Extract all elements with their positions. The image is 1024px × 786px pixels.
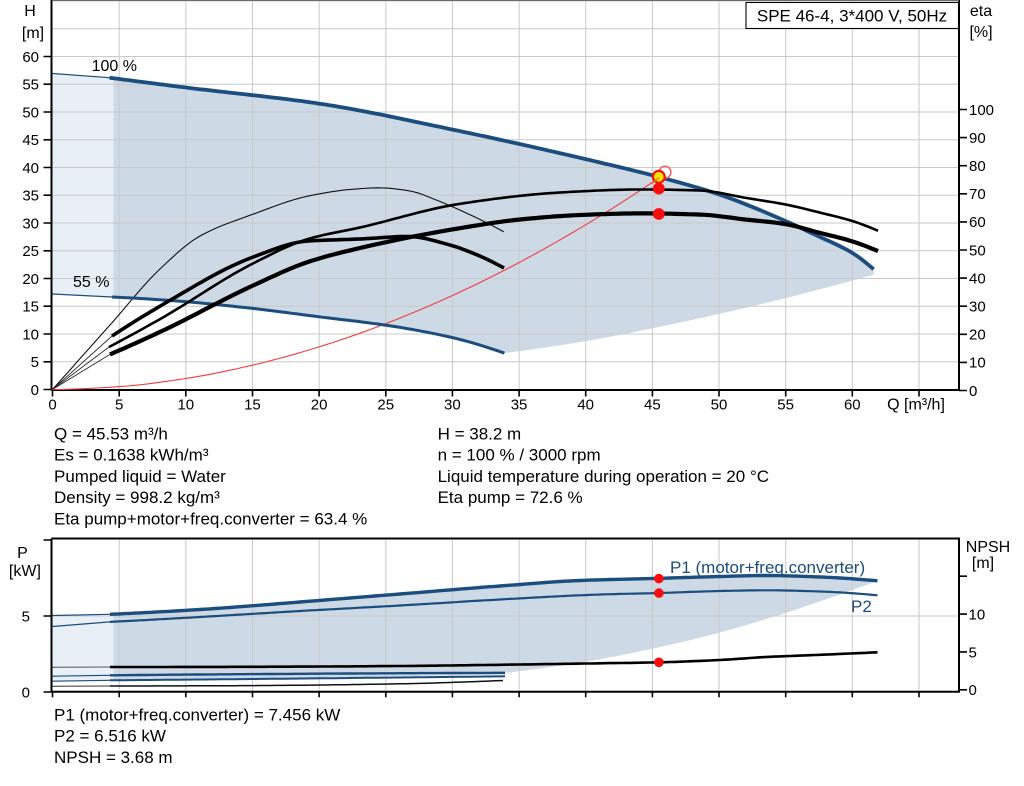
svg-text:20: 20 [22,271,39,288]
svg-text:15: 15 [22,299,39,316]
svg-text:30: 30 [444,396,461,413]
svg-text:SPE 46-4, 3*400 V, 50Hz: SPE 46-4, 3*400 V, 50Hz [757,7,947,26]
svg-text:50: 50 [711,396,728,413]
svg-text:Pumped liquid = Water: Pumped liquid = Water [54,467,226,486]
svg-text:45: 45 [22,132,39,149]
svg-text:Eta pump = 72.6 %: Eta pump = 72.6 % [438,488,583,507]
svg-text:30: 30 [22,215,39,232]
svg-text:60: 60 [22,49,39,66]
svg-text:[kW]: [kW] [9,563,41,580]
svg-text:55: 55 [777,396,794,413]
svg-text:10: 10 [22,326,39,343]
svg-text:Q = 45.53 m³/h: Q = 45.53 m³/h [54,424,168,443]
svg-text:25: 25 [377,396,394,413]
svg-text:[m]: [m] [972,555,994,572]
svg-text:5: 5 [22,608,30,625]
svg-text:10: 10 [969,606,986,623]
svg-text:Density = 998.2 kg/m³: Density = 998.2 kg/m³ [54,488,220,507]
svg-text:P1 (motor+freq.converter): P1 (motor+freq.converter) [670,558,865,577]
svg-text:45: 45 [644,396,661,413]
svg-text:70: 70 [969,186,986,203]
svg-text:5: 5 [969,644,977,661]
svg-text:25: 25 [22,243,39,260]
svg-text:100: 100 [969,102,994,119]
svg-text:40: 40 [577,396,594,413]
svg-text:P: P [17,545,28,562]
svg-text:[%]: [%] [969,24,992,41]
svg-text:55 %: 55 % [73,274,109,291]
svg-text:60: 60 [969,214,986,231]
svg-text:30: 30 [969,299,986,316]
svg-text:10: 10 [177,396,194,413]
svg-text:H = 38.2 m: H = 38.2 m [438,424,522,443]
svg-text:P1 (motor+freq.converter) = 7.: P1 (motor+freq.converter) = 7.456 kW [54,706,340,725]
svg-text:NPSH: NPSH [966,539,1010,556]
svg-text:100 %: 100 % [92,58,137,75]
svg-text:P2: P2 [851,597,872,616]
svg-text:20: 20 [311,396,328,413]
svg-text:0: 0 [22,684,30,701]
svg-text:0: 0 [969,383,977,400]
svg-text:60: 60 [844,396,861,413]
svg-text:50: 50 [22,104,39,121]
svg-text:40: 40 [22,160,39,177]
svg-text:Liquid temperature during oper: Liquid temperature during operation = 20… [438,467,769,486]
svg-text:n = 100 % / 3000 rpm: n = 100 % / 3000 rpm [438,446,601,465]
svg-text:50: 50 [969,242,986,259]
svg-text:20: 20 [969,327,986,344]
svg-text:0: 0 [969,682,977,699]
svg-text:80: 80 [969,158,986,175]
svg-text:Eta pump+motor+freq.converter: Eta pump+motor+freq.converter = 63.4 % [54,510,367,529]
svg-text:10: 10 [969,355,986,372]
svg-text:eta: eta [970,3,992,20]
svg-text:5: 5 [31,354,39,371]
svg-text:H: H [24,3,36,20]
svg-text:35: 35 [511,396,528,413]
svg-text:Q [m³/h]: Q [m³/h] [887,396,945,413]
svg-text:0: 0 [31,382,39,399]
svg-text:40: 40 [969,270,986,287]
svg-text:0: 0 [48,396,56,413]
svg-text:Es = 0.1638 kWh/m³: Es = 0.1638 kWh/m³ [54,446,209,465]
svg-text:55: 55 [22,77,39,94]
svg-text:P2 = 6.516 kW: P2 = 6.516 kW [54,727,166,746]
svg-text:NPSH = 3.68 m: NPSH = 3.68 m [54,748,173,767]
svg-text:15: 15 [244,396,261,413]
svg-text:[m]: [m] [22,25,44,42]
svg-text:90: 90 [969,130,986,147]
svg-text:35: 35 [22,188,39,205]
svg-text:5: 5 [115,396,123,413]
